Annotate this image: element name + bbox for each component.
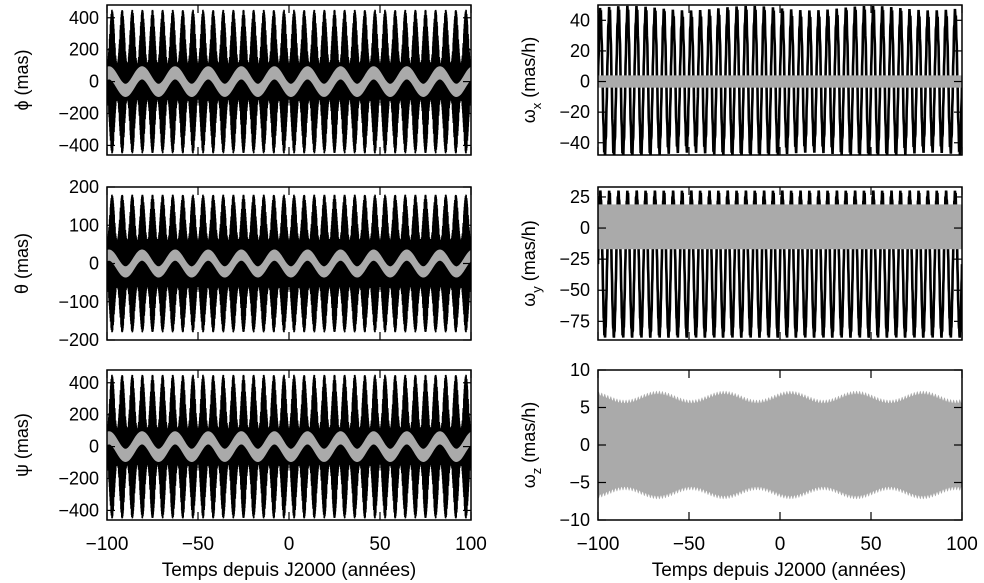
omega_z-data <box>598 390 962 500</box>
omega_x-ytick-label: 20 <box>570 41 590 61</box>
x-axis-label-left: Temps depuis J2000 (années) <box>162 560 417 581</box>
phi-ytick-label: −200 <box>58 104 99 124</box>
psi-ylabel: ψ (mas) <box>12 413 32 477</box>
theta-data <box>107 194 471 333</box>
psi-ytick-label: 0 <box>89 437 99 457</box>
phi-series-1 <box>107 66 471 97</box>
omega_y-ylabel-unit: (mas/h) <box>519 220 539 281</box>
omega_x-ytick-label: 0 <box>580 72 590 92</box>
omega_y-ytick-label: −25 <box>559 249 590 269</box>
omega_z-xtick-label: −50 <box>673 534 705 555</box>
omega_y-ytick-label: 25 <box>570 187 590 207</box>
phi-ytick-label: −400 <box>58 135 99 155</box>
psi-ytick-label: 400 <box>69 373 99 393</box>
theta-series-0 <box>107 194 471 333</box>
omega_z-ylabel-unit: (mas/h) <box>519 402 539 463</box>
theta-ytick-label: 100 <box>69 215 99 235</box>
omega_z-ytick-label: 10 <box>570 360 590 380</box>
omega_z-xtick-label: 0 <box>775 534 786 555</box>
omega_x-ylabel-sub: x <box>529 102 544 109</box>
panel-omega_x: 40 20 0 −20 −40 ωx (mas/h) <box>519 4 963 156</box>
phi-ytick-label: 200 <box>69 40 99 60</box>
omega_z-ytick-label: 0 <box>580 435 590 455</box>
omega_z-xtick-label: 50 <box>860 534 881 555</box>
phi-ytick-label: 0 <box>89 72 99 92</box>
psi-xtick-label: −100 <box>86 534 129 555</box>
phi-ylabel: ϕ (mas) <box>12 49 32 110</box>
omega_x-series-1 <box>598 75 962 88</box>
omega_z-ytick-label: −10 <box>559 510 590 530</box>
phi-data <box>107 9 471 154</box>
omega_z-series-0 <box>598 390 962 500</box>
omega_z-ytick-label: −5 <box>569 473 590 493</box>
psi-series-1 <box>107 431 471 462</box>
omega_x-data <box>598 5 962 155</box>
theta-ytick-label: 200 <box>69 177 99 197</box>
omega_x-ylabel-unit: (mas/h) <box>519 37 539 98</box>
theta-ytick-label: −200 <box>58 330 99 350</box>
omega_y-ylabel: ωy (mas/h) <box>519 220 544 307</box>
psi-xtick-label: 100 <box>455 534 487 555</box>
psi-xtick-label: 0 <box>284 534 295 555</box>
omega_z-xtick-label: 100 <box>946 534 978 555</box>
panel-omega_y: 25 0 −25 −50 −75 ωy (mas/h) <box>519 186 963 341</box>
theta-ytick-label: 0 <box>89 254 99 274</box>
omega_z-ylabel: ωz (mas/h) <box>519 402 544 489</box>
omega_y-ylabel-sub: y <box>529 286 544 293</box>
omega_x-ytick-label: −40 <box>559 133 590 153</box>
omega_z-ytick-label: 5 <box>580 398 590 418</box>
omega_x-ylabel-base: ω <box>519 109 539 123</box>
omega_y-series-1 <box>598 204 962 250</box>
omega_y-ytick-label: 0 <box>580 218 590 238</box>
omega_z-xtick-label: −100 <box>577 534 620 555</box>
psi-ytick-label: 200 <box>69 405 99 425</box>
omega_y-ylabel-base: ω <box>519 293 539 307</box>
psi-ytick-label: −200 <box>58 469 99 489</box>
panel-psi: 400 200 0 −200 −400 −100 −50 0 50 100 ψ (mas) <box>12 369 487 555</box>
omega_z-ylabel-base: ω <box>519 474 539 488</box>
omega_x-ylabel: ωx (mas/h) <box>519 37 544 124</box>
omega_x-ytick-label: 40 <box>570 10 590 30</box>
panel-theta: 200 100 0 −100 −200 θ (mas) <box>12 177 472 350</box>
omega_y-ytick-label: −50 <box>559 280 590 300</box>
psi-xtick-label: 50 <box>369 534 390 555</box>
omega_y-data <box>598 190 962 338</box>
phi-ytick-label: 400 <box>69 8 99 28</box>
panel-phi: 400 200 0 −200 −400 ϕ (mas) <box>12 4 472 156</box>
theta-ylabel: θ (mas) <box>12 233 32 294</box>
omega_z-ylabel-sub: z <box>529 468 544 475</box>
x-axis-label-right: Temps depuis J2000 (années) <box>652 560 907 581</box>
psi-ytick-label: −400 <box>58 500 99 520</box>
omega_x-ytick-label: −20 <box>559 102 590 122</box>
omega_y-ytick-label: −75 <box>559 311 590 331</box>
theta-series-1 <box>107 249 471 278</box>
psi-xtick-label: −50 <box>182 534 214 555</box>
psi-data <box>107 374 471 519</box>
theta-ytick-label: −100 <box>58 292 99 312</box>
